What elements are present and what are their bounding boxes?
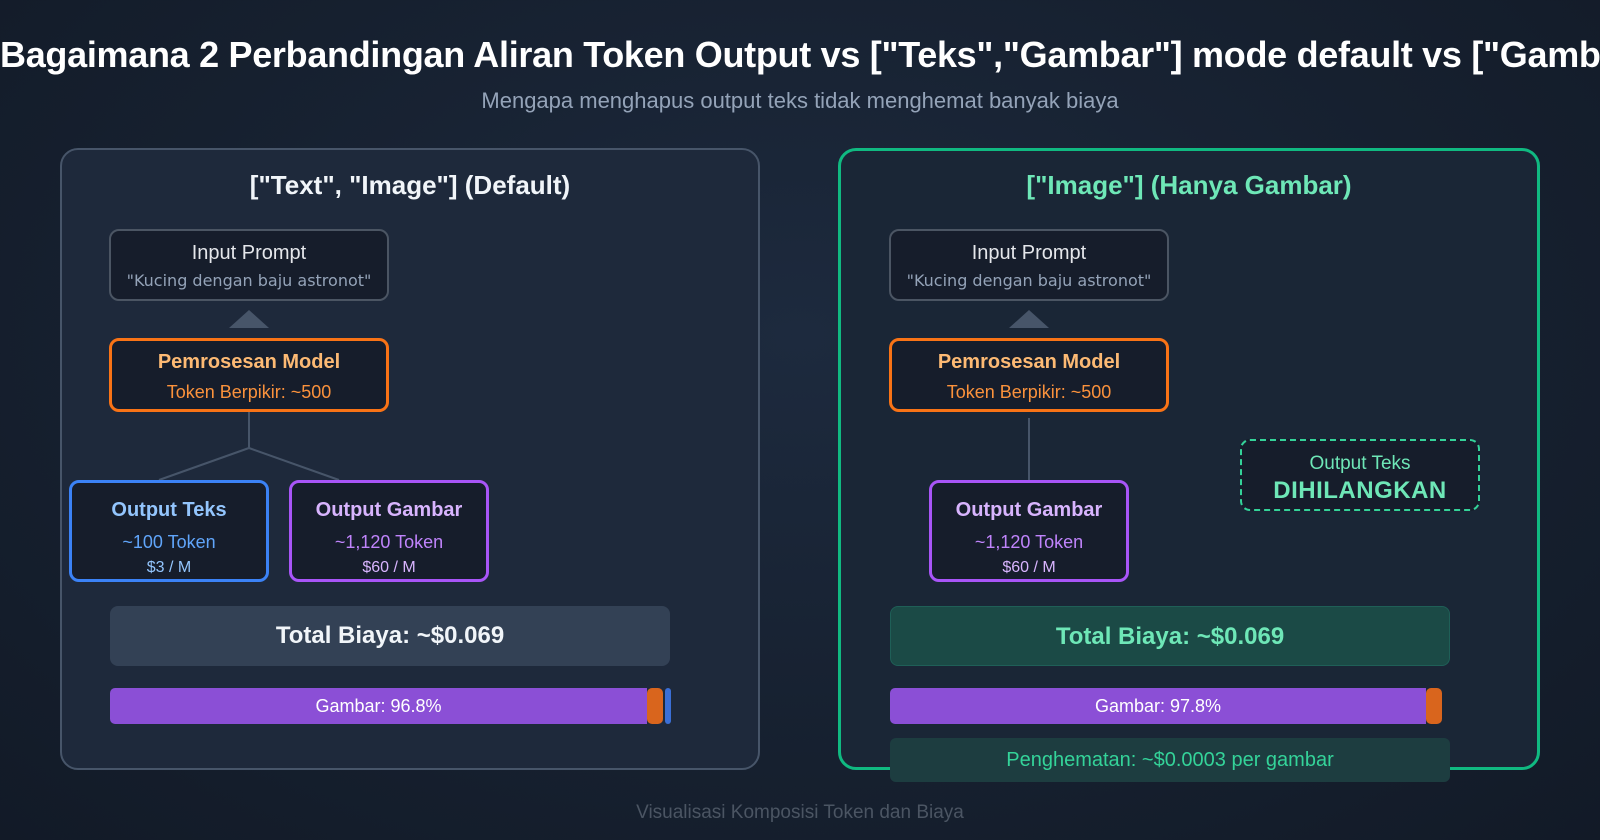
- text-share-segment: [665, 688, 671, 724]
- model-processing-box: Pemrosesan Model Token Berpikir: ~500: [889, 338, 1169, 412]
- page-title: Bagaimana 2 Perbandingan Aliran Token Ou…: [0, 34, 1600, 75]
- default-mode-title: ["Text", "Image"] (Default): [249, 170, 571, 200]
- input-prompt-text: "Kucing dengan baju astronot": [906, 271, 1152, 290]
- footer-caption: Visualisasi Komposisi Token dan Biaya: [636, 802, 964, 823]
- flow-connector: [1028, 418, 1030, 480]
- model-processing-label: Pemrosesan Model: [937, 351, 1121, 373]
- branch-connector: [158, 412, 340, 481]
- image-share-segment: Gambar: 97.8%: [890, 688, 1426, 724]
- image-share-segment: Gambar: 96.8%: [110, 688, 647, 724]
- thinking-tokens-text: Token Berpikir: ~500: [946, 382, 1112, 402]
- image-output-price: $60 / M: [1002, 559, 1056, 576]
- cost-composition-bar-image-only: Gambar: 97.8%: [890, 688, 1450, 724]
- text-output-price: $3 / M: [146, 559, 192, 576]
- cost-composition-bar-default: Gambar: 96.8%: [110, 688, 671, 724]
- total-cost-image-only: Total Biaya: ~$0.069: [890, 606, 1450, 666]
- model-processing-label: Pemrosesan Model: [157, 351, 341, 373]
- image-output-label: Output Gambar: [955, 499, 1103, 521]
- model-processing-box: Pemrosesan Model Token Berpikir: ~500: [109, 338, 389, 412]
- image-output-price: $60 / M: [362, 559, 416, 576]
- text-output-removed-box: Output Teks DIHILANGKAN: [1240, 439, 1480, 511]
- thinking-tokens-text: Token Berpikir: ~500: [166, 382, 332, 402]
- text-output-box: Output Teks ~100 Token $3 / M: [69, 480, 269, 582]
- input-prompt-box: Input Prompt "Kucing dengan baju astrono…: [109, 229, 389, 301]
- image-output-tokens: ~1,120 Token: [334, 532, 444, 552]
- thinking-share-segment: [1426, 688, 1442, 724]
- total-cost-default: Total Biaya: ~$0.069: [110, 606, 670, 666]
- removed-status: DIHILANGKAN: [1273, 477, 1447, 504]
- savings-note: Penghematan: ~$0.0003 per gambar: [890, 738, 1450, 782]
- image-output-box: Output Gambar ~1,120 Token $60 / M: [289, 480, 489, 582]
- thinking-share-segment: [647, 688, 663, 724]
- image-only-title: ["Image"] (Hanya Gambar): [1026, 170, 1352, 200]
- text-output-tokens: ~100 Token: [122, 532, 216, 552]
- removed-output-label: Output Teks: [1309, 453, 1411, 474]
- image-output-tokens: ~1,120 Token: [974, 532, 1084, 552]
- input-prompt-label: Input Prompt: [971, 242, 1087, 264]
- input-prompt-text: "Kucing dengan baju astronot": [126, 271, 372, 290]
- page-subtitle: Mengapa menghapus output teks tidak meng…: [481, 88, 1119, 113]
- text-output-label: Output Teks: [111, 499, 227, 521]
- image-output-box: Output Gambar ~1,120 Token $60 / M: [929, 480, 1129, 582]
- input-prompt-box: Input Prompt "Kucing dengan baju astrono…: [889, 229, 1169, 301]
- flow-arrow-icon: [229, 310, 269, 328]
- input-prompt-label: Input Prompt: [191, 242, 307, 264]
- flow-arrow-icon: [1009, 310, 1049, 328]
- image-output-label: Output Gambar: [315, 499, 463, 521]
